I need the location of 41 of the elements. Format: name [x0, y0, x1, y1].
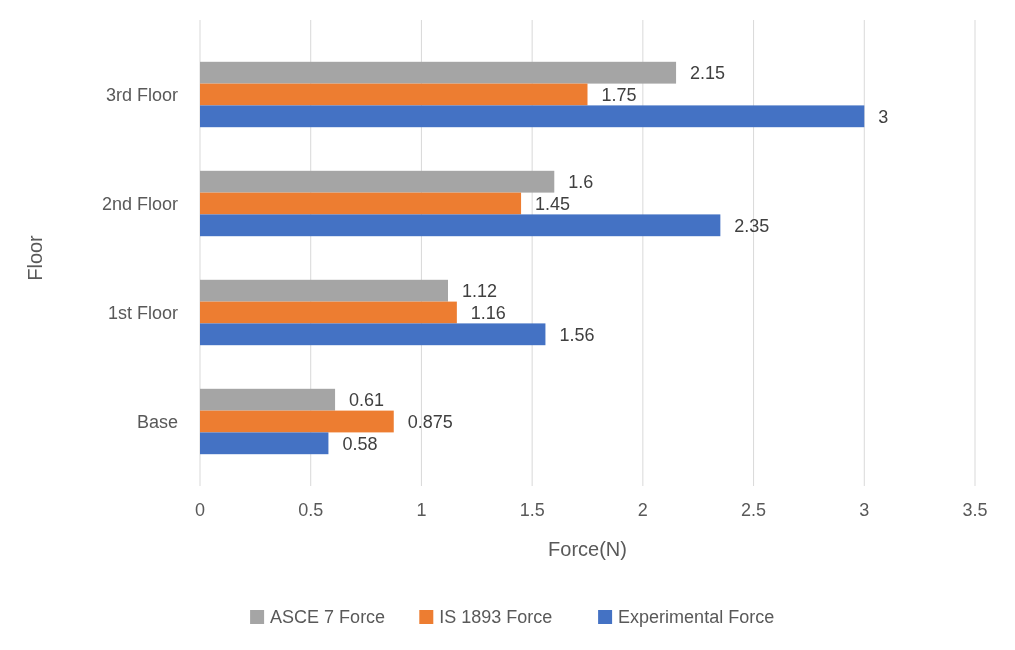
data-label: 1.16	[470, 302, 506, 323]
data-label: 3	[878, 106, 889, 127]
bar	[200, 170, 555, 193]
x-tick-label: 2	[637, 500, 648, 520]
bar	[200, 388, 336, 411]
bar	[200, 61, 677, 84]
data-label: 1.75	[601, 84, 637, 105]
data-label: 1.12	[462, 281, 498, 301]
bar	[200, 323, 546, 346]
data-label: 2.15	[690, 63, 726, 83]
bar	[200, 105, 865, 128]
x-axis-title: Force(N)	[548, 538, 627, 560]
data-label: 1.6	[568, 172, 594, 192]
y-tick-label: 2nd Floor	[101, 193, 178, 214]
x-tick-label: 1	[416, 500, 427, 520]
x-tick-label: 2.5	[741, 500, 767, 520]
x-tick-label: 3.5	[962, 500, 988, 520]
x-tick-label: 0.5	[298, 500, 324, 520]
y-tick-label: Base	[136, 411, 178, 432]
bar	[200, 301, 457, 324]
data-label: 0.58	[342, 433, 378, 454]
bar	[200, 410, 394, 433]
data-label: 0.875	[407, 411, 453, 432]
bar	[200, 192, 522, 215]
legend-label: ASCE 7 Force	[270, 607, 386, 628]
y-tick-label: 3rd Floor	[105, 84, 178, 105]
data-label: 0.61	[349, 390, 385, 410]
x-tick-label: 1.5	[519, 500, 545, 520]
data-label: 1.56	[559, 324, 595, 345]
x-tick-label: 0	[194, 500, 206, 520]
data-label: 2.35	[734, 215, 770, 236]
data-label: 1.45	[535, 193, 571, 214]
bar	[200, 214, 721, 237]
bar	[200, 432, 329, 455]
y-axis-title: Floor	[24, 234, 46, 281]
y-tick-label: 1st Floor	[107, 302, 178, 323]
bar	[200, 83, 588, 106]
legend-label: Experimental Force	[618, 607, 775, 628]
x-tick-label: 3	[859, 500, 870, 520]
legend-label: IS 1893 Force	[439, 607, 553, 628]
bar	[200, 279, 448, 302]
